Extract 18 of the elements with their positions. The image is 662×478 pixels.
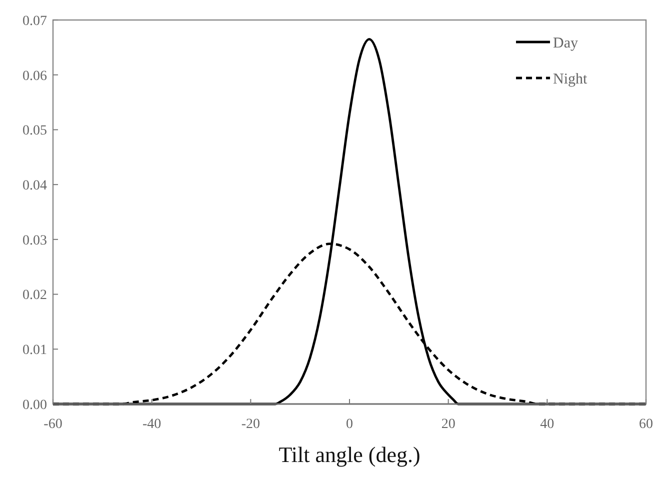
x-tick-label: -40 <box>142 417 162 432</box>
x-tick-label: -60 <box>44 417 62 432</box>
x-tick-label: 60 <box>639 417 653 432</box>
x-tick-label: -20 <box>241 417 260 432</box>
legend-label: Day <box>553 35 578 52</box>
y-tick-label: 0.00 <box>22 398 47 413</box>
y-tick-label: 0.03 <box>22 233 47 248</box>
x-axis-title: Tilt angle (deg.) <box>278 442 420 467</box>
legend-label: Night <box>553 71 588 88</box>
x-tick-label: 0 <box>346 417 353 432</box>
x-tick-label: 40 <box>540 417 554 432</box>
y-tick-label: 0.01 <box>22 343 47 358</box>
y-tick-label: 0.04 <box>22 178 47 194</box>
x-tick-label: 20 <box>441 417 456 432</box>
y-tick-label: 0.07 <box>22 14 47 29</box>
y-tick-label: 0.02 <box>22 288 47 304</box>
y-tick-label: 0.06 <box>22 68 47 84</box>
y-tick-label: 0.05 <box>22 124 47 139</box>
